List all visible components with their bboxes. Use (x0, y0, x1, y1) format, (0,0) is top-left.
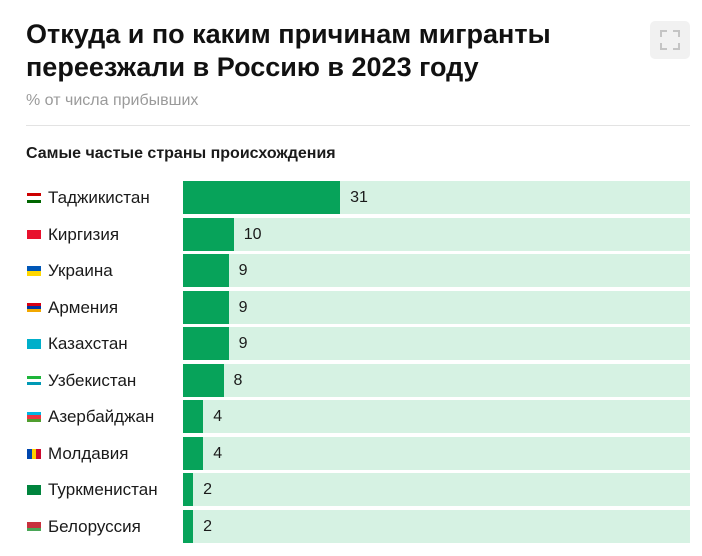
value-label: 9 (238, 262, 248, 279)
bar (183, 217, 234, 251)
flag-icon (27, 266, 41, 276)
category-label: Молдавия (48, 443, 129, 463)
flag-icon (27, 229, 41, 240)
category-label: Таджикистан (48, 188, 150, 207)
flag-icon (27, 521, 41, 532)
flag-icon (27, 375, 41, 386)
category-label: Узбекистан (48, 370, 137, 390)
bar-track (183, 509, 690, 543)
category-label: Азербайджан (48, 407, 155, 426)
category-label: Киргизия (48, 224, 120, 244)
value-label: 8 (233, 371, 243, 389)
expand-button[interactable] (650, 21, 690, 59)
flag-icon (27, 485, 41, 495)
bar (183, 290, 229, 324)
divider (26, 125, 690, 126)
bar-track (183, 327, 690, 360)
bar (183, 181, 341, 214)
bar-track (183, 436, 690, 470)
category-label: Армения (48, 297, 119, 317)
category-label: Туркменистан (48, 480, 158, 499)
value-label: 9 (238, 298, 248, 316)
chart-subtitle: % от числа прибывших (26, 92, 199, 109)
bar-track (183, 217, 690, 251)
category-label: Украина (48, 261, 113, 280)
bar (183, 254, 229, 287)
bar-track (183, 254, 690, 287)
bar (183, 400, 204, 433)
value-label: 2 (203, 517, 213, 535)
bar-track (183, 400, 690, 433)
chart-title: Откуда и по каким причинам мигранты пере… (26, 19, 551, 82)
flag-icon (27, 412, 41, 422)
category-label: Белоруссия (48, 516, 141, 536)
value-label: 2 (203, 481, 213, 498)
section-title: Самые частые страны происхождения (26, 145, 336, 162)
value-label: 9 (238, 335, 248, 352)
flag-icon (27, 339, 41, 349)
bar-track (183, 290, 690, 324)
bar (183, 436, 204, 470)
value-label: 4 (213, 444, 223, 462)
flag-icon (27, 448, 41, 459)
bar (183, 327, 229, 360)
bar-track (183, 363, 690, 397)
value-label: 10 (243, 225, 262, 243)
value-label: 31 (350, 189, 368, 206)
bar-track (183, 473, 690, 506)
flag-icon (27, 193, 41, 203)
bar (183, 509, 194, 543)
expand-icon (660, 30, 680, 50)
category-label: Казахстан (48, 334, 128, 353)
bar (183, 363, 224, 397)
value-label: 4 (213, 408, 223, 425)
flag-icon (27, 302, 41, 313)
bar (183, 473, 194, 506)
